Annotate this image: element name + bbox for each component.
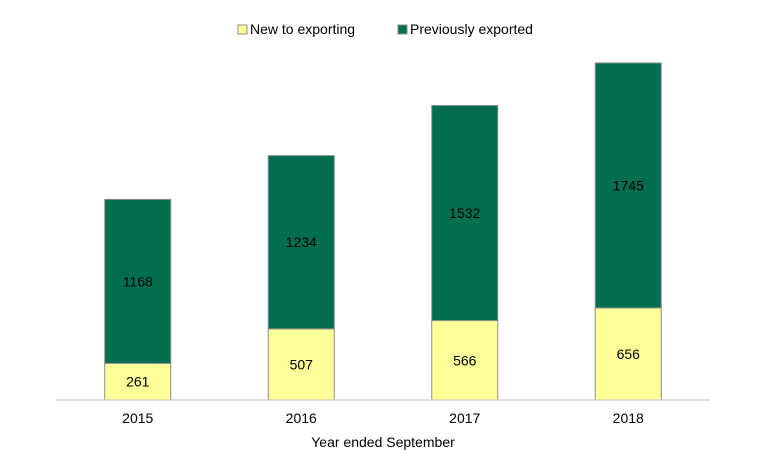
x-tick-label-2017: 2017 [449,410,480,426]
legend-swatch-new-to-exporting [237,24,248,35]
data-label-previously-exported-2018: 1745 [613,177,644,193]
data-label-previously-exported-2017: 1532 [449,205,480,221]
data-label-new-to-exporting-2016: 507 [290,356,314,372]
legend-swatch-previously-exported [397,24,408,35]
data-label-previously-exported-2015: 1168 [123,273,153,289]
data-label-new-to-exporting-2015: 261 [126,374,150,390]
x-tick-label-2015: 2015 [122,410,153,426]
bars: 261 1168 507 1234 566 1532 656 1745 [104,62,662,401]
legend: New to exporting Previously exported [237,21,533,37]
legend-label-new-to-exporting: New to exporting [250,21,355,37]
bar-new-to-exporting-2015 [104,362,172,401]
bar-previously-exported-2017 [431,104,499,322]
data-label-previously-exported-2016: 1234 [286,234,317,250]
data-label-new-to-exporting-2017: 566 [453,352,477,368]
x-tick-label-2016: 2016 [286,410,317,426]
x-tick-labels: 2015 2016 2017 2018 [122,410,644,426]
bar-previously-exported-2015 [104,198,172,364]
bar-previously-exported-2018 [594,62,662,309]
bar-previously-exported-2016 [267,155,335,330]
x-tick-label-2018: 2018 [613,410,644,426]
data-label-new-to-exporting-2018: 656 [617,346,641,362]
x-axis-title: Year ended September [311,434,455,450]
legend-label-previously-exported: Previously exported [410,21,533,37]
